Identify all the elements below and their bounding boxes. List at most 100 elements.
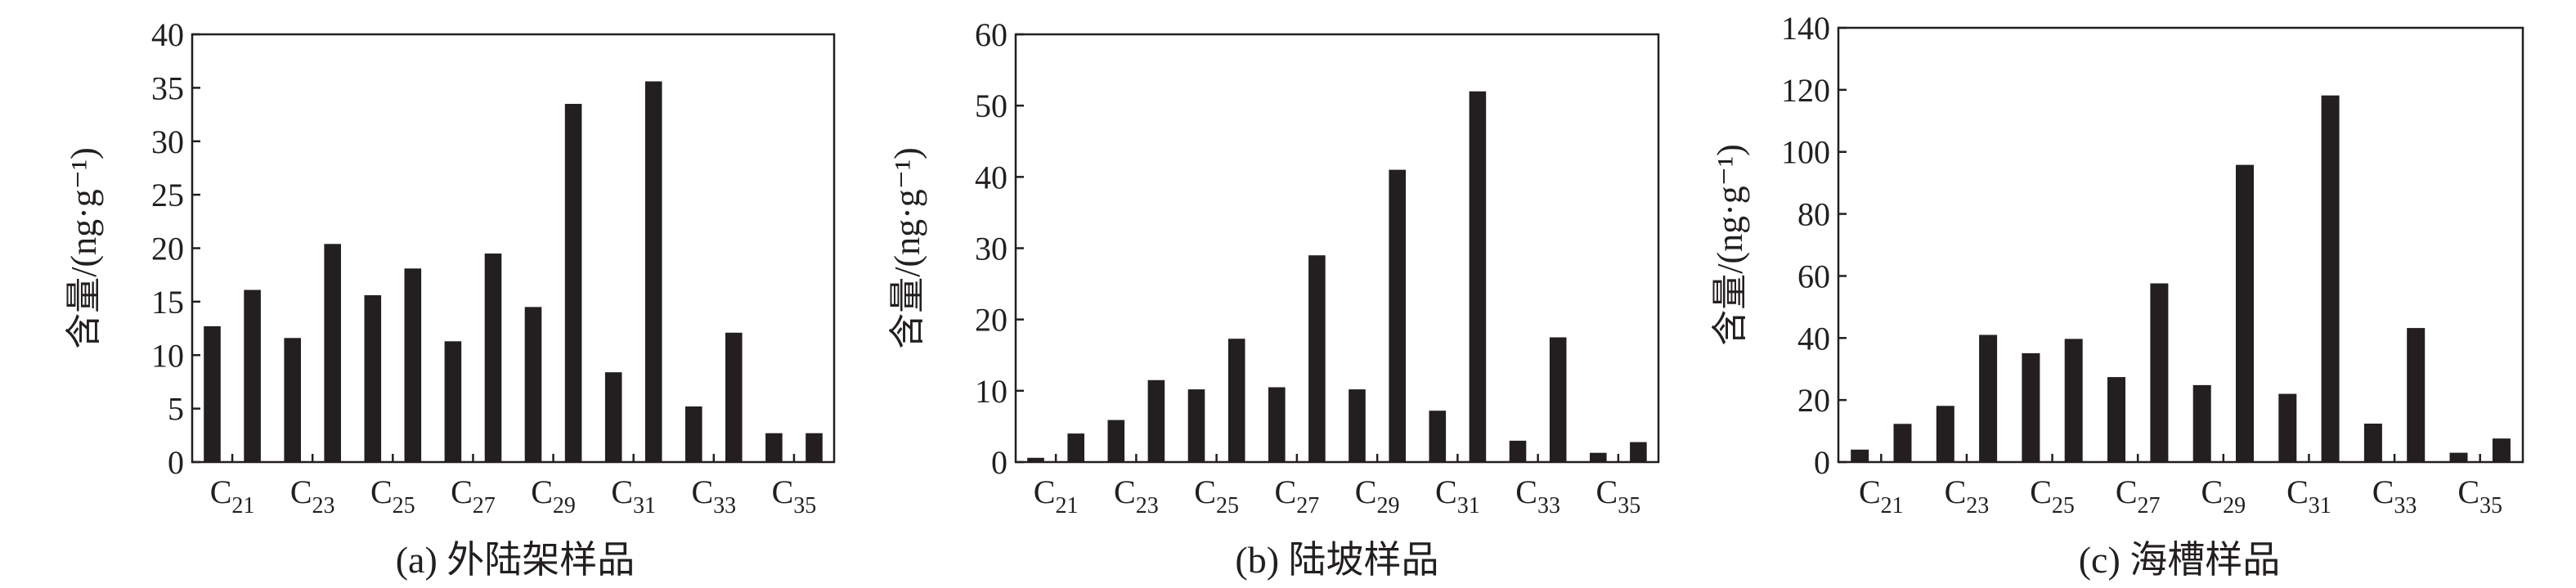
bar-C28 [1349, 389, 1366, 462]
bar-C33 [2407, 328, 2426, 462]
bar-C34 [2449, 452, 2468, 462]
bar-C33 [1549, 337, 1567, 462]
bar-C30 [2278, 393, 2297, 462]
bar-C20 [1027, 457, 1044, 462]
bar-C24 [364, 295, 382, 462]
y-tick-label: 35 [151, 70, 184, 106]
x-tick-label: C35 [1596, 474, 1641, 518]
bar-C23 [1979, 334, 1998, 462]
y-tick-label: 140 [1781, 10, 1830, 47]
x-tick-label-base: C [451, 474, 473, 510]
bar-C28 [2192, 384, 2211, 462]
y-tick-label: 0 [1814, 444, 1830, 481]
bar-C23 [324, 244, 341, 462]
x-tick-label-sub: 21 [231, 493, 254, 518]
x-tick-label: C23 [1114, 474, 1159, 518]
bar-C23 [1147, 379, 1165, 462]
y-tick-label: 20 [1797, 382, 1830, 419]
x-tick-label: C23 [290, 474, 335, 518]
x-tick-label-base: C [1859, 474, 1881, 510]
x-tick-label-sub: 33 [1537, 493, 1560, 518]
y-tick-label: 60 [1797, 258, 1830, 294]
x-tick-label: C25 [370, 474, 415, 518]
bar-C21 [244, 290, 261, 462]
bar-C22 [1936, 406, 1954, 462]
bar-C34 [765, 433, 783, 462]
x-tick-label-sub: 33 [713, 493, 736, 518]
x-tick-label: C25 [2030, 474, 2075, 518]
bar-C20 [1851, 449, 1869, 462]
x-tick-label-sub: 23 [1966, 493, 1989, 518]
bar-C31 [2321, 95, 2340, 462]
y-tick-label: 10 [151, 337, 184, 374]
x-tick-label: C27 [1275, 474, 1320, 518]
x-tick-label: C27 [451, 474, 496, 518]
x-tick-label: C35 [2457, 474, 2502, 518]
y-tick-label: 0 [991, 444, 1008, 481]
x-tick-label-sub: 31 [1457, 493, 1480, 518]
x-tick-label-sub: 29 [2223, 493, 2246, 518]
bar-C32 [1509, 440, 1527, 462]
bar-C25 [404, 268, 422, 462]
bar-C34 [1590, 452, 1607, 462]
y-tick-label: 50 [975, 88, 1008, 124]
x-tick-label-base: C [2372, 474, 2394, 510]
x-tick-label-base: C [691, 474, 713, 510]
x-tick-label-base: C [290, 474, 312, 510]
bar-C31 [1469, 91, 1487, 462]
x-tick-label-base: C [2116, 474, 2138, 510]
bar-C25 [1227, 339, 1245, 462]
x-tick-label-sub: 23 [312, 493, 335, 518]
x-tick-label: C21 [1859, 474, 1904, 518]
bar-C22 [284, 338, 301, 462]
x-tick-label-base: C [1275, 474, 1297, 510]
y-tick-label: 0 [168, 444, 184, 481]
x-tick-label: C29 [2201, 474, 2246, 518]
y-tick-label: 30 [975, 231, 1008, 267]
bar-C20 [204, 325, 221, 462]
x-tick-label: C29 [1355, 474, 1400, 518]
bar-C35 [2492, 438, 2511, 462]
x-tick-label-base: C [1114, 474, 1136, 510]
plot-frame [1837, 26, 2524, 464]
x-tick-label-base: C [2030, 474, 2052, 510]
x-tick-label-sub: 35 [2480, 493, 2502, 518]
bar-C30 [604, 372, 622, 462]
y-tick-label: 20 [975, 302, 1008, 339]
bar-C29 [564, 104, 582, 462]
x-tick-label-sub: 27 [2138, 493, 2161, 518]
bar-C27 [2150, 283, 2169, 462]
x-tick-label-base: C [1034, 474, 1056, 510]
bar-C26 [444, 341, 462, 462]
bar-C32 [2363, 424, 2382, 462]
x-tick-label-base: C [1435, 474, 1457, 510]
x-tick-label: C35 [772, 474, 817, 518]
bar-C29 [2236, 164, 2254, 462]
x-tick-label-base: C [531, 474, 553, 510]
bar-C29 [1389, 169, 1406, 462]
x-tick-label-base: C [2201, 474, 2223, 510]
x-tick-label: C23 [1945, 474, 1990, 518]
x-tick-label-base: C [1194, 474, 1216, 510]
x-tick-label-sub: 35 [793, 493, 816, 518]
x-tick-label-sub: 29 [553, 493, 576, 518]
x-tick-label-sub: 31 [633, 493, 656, 518]
bar-C25 [2064, 339, 2083, 462]
x-tick-label: C29 [531, 474, 576, 518]
x-tick-label-sub: 29 [1376, 493, 1399, 518]
y-axis-label: 含量/(ng·g⁻¹) [64, 147, 104, 349]
bar-C27 [484, 254, 502, 462]
y-tick-label: 40 [975, 159, 1008, 195]
x-tick-label-sub: 33 [2394, 493, 2417, 518]
x-tick-label-base: C [1355, 474, 1377, 510]
bar-C27 [1308, 255, 1326, 462]
x-tick-label: C31 [2287, 474, 2331, 518]
bar-C26 [1268, 387, 1286, 462]
x-tick-label-base: C [370, 474, 393, 510]
y-tick-label: 40 [1797, 320, 1830, 357]
bar-C31 [644, 81, 662, 462]
x-tick-label-base: C [210, 474, 232, 510]
x-tick-label: C25 [1194, 474, 1239, 518]
